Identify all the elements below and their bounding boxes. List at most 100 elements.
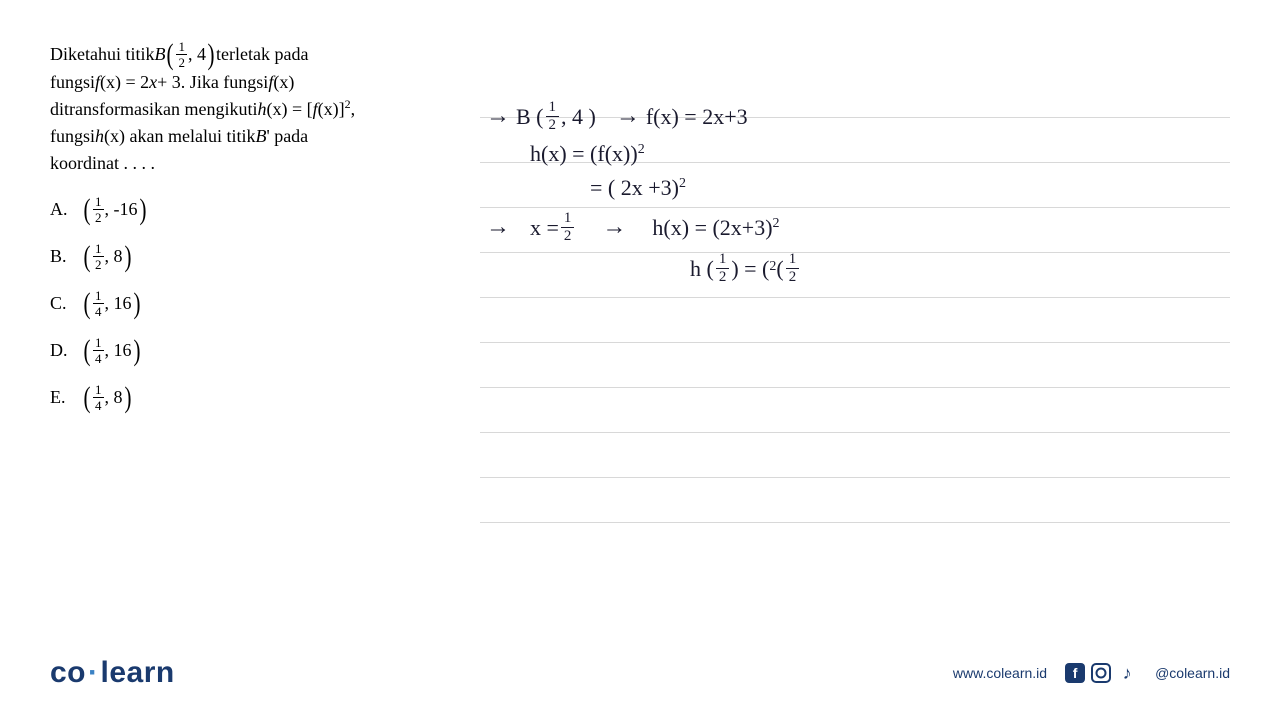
content-area: Diketahui titik B ( 1 2 , 4 ) terletak p… xyxy=(0,0,1280,430)
question-line-3: ditransformasikan mengikuti h (x) = [ f … xyxy=(50,96,460,123)
question-line-1: Diketahui titik B ( 1 2 , 4 ) terletak p… xyxy=(50,40,460,69)
q3-sup: 2 xyxy=(345,95,351,113)
question-line-2: fungsi f (x) = 2 x + 3. Jika fungsi f (x… xyxy=(50,69,460,96)
arrow-icon: → xyxy=(616,103,640,130)
option-e-label: E. xyxy=(50,387,82,408)
option-a-expr: ( 1 2 , -16 ) xyxy=(82,195,148,224)
logo-learn: learn xyxy=(101,656,175,689)
instagram-icon[interactable] xyxy=(1091,663,1111,683)
arrow-icon: → xyxy=(486,103,510,130)
q3-a: ditransformasikan mengikuti xyxy=(50,96,257,123)
q3-c: (x)] xyxy=(318,96,345,123)
option-a: A. ( 1 2 , -16 ) xyxy=(50,195,460,224)
option-b-label: B. xyxy=(50,246,82,267)
rule-line xyxy=(480,477,1230,522)
option-c-expr: ( 1 4 , 16 ) xyxy=(82,289,142,318)
option-b-expr: ( 1 2 , 8 ) xyxy=(82,242,133,271)
option-d: D. ( 1 4 , 16 ) xyxy=(50,336,460,365)
website-link[interactable]: www.colearn.id xyxy=(953,665,1047,681)
hw-line-3: = ( 2x +3) 2 xyxy=(480,175,1230,201)
q3-b: (x) = [ xyxy=(266,96,312,123)
hw-sup: 2 xyxy=(638,142,645,158)
hw-frac-1: 1 2 xyxy=(546,100,560,133)
q4-a: fungsi xyxy=(50,123,95,150)
hw-b: B ( xyxy=(516,104,544,130)
work-area: → B ( 1 2 , 4 ) → f(x) = 2x+3 h(x) = (f(… xyxy=(480,40,1230,430)
rule-line xyxy=(480,387,1230,432)
question-text: Diketahui titik B ( 1 2 , 4 ) terletak p… xyxy=(50,40,460,177)
q5: koordinat . . . . xyxy=(50,150,155,177)
q1-frac: 1 2 xyxy=(176,40,187,69)
footer: co·learn www.colearn.id f ♪ @colearn.id xyxy=(0,656,1280,690)
option-c-label: C. xyxy=(50,293,82,314)
q2-x: x xyxy=(149,69,157,96)
q2-d: (x) xyxy=(273,69,294,96)
q2-a: fungsi xyxy=(50,69,95,96)
hw-line-5: h ( 1 2 ) = ( 2 ( 1 2 xyxy=(480,252,1230,285)
q1-pre: Diketahui titik xyxy=(50,41,154,68)
rule-line xyxy=(480,297,1230,342)
tiktok-icon[interactable]: ♪ xyxy=(1117,663,1137,683)
hw-line-2: h(x) = (f(x)) 2 xyxy=(480,141,1230,167)
hw-h: h ( xyxy=(690,256,714,282)
arrow-icon: → xyxy=(602,214,626,241)
hw-fx: f(x) = 2x+3 xyxy=(646,104,748,130)
logo: co·learn xyxy=(50,656,175,690)
rparen: ) xyxy=(207,45,214,65)
options-list: A. ( 1 2 , -16 ) B. ( 1 2 xyxy=(50,195,460,412)
hw-x: x = xyxy=(530,215,559,241)
hw-post: , 4 ) xyxy=(561,104,596,130)
hw-eq: = ( 2x +3) xyxy=(590,175,679,201)
hw-two: 2 xyxy=(769,259,776,275)
lparen-icon: ( xyxy=(84,200,91,220)
hw-line-4: → x = 1 2 → h(x) = (2x+3) 2 xyxy=(480,211,1230,244)
question-column: Diketahui titik B ( 1 2 , 4 ) terletak p… xyxy=(50,40,460,430)
q1-val: , 4 xyxy=(188,41,206,68)
hw-hx2: h(x) = (2x+3) xyxy=(652,215,772,241)
q1-frac-num: 1 xyxy=(176,40,187,55)
rule-line xyxy=(480,522,1230,567)
option-d-label: D. xyxy=(50,340,82,361)
handwriting: → B ( 1 2 , 4 ) → f(x) = 2x+3 h(x) = (f(… xyxy=(480,100,1230,285)
hw-p: ( xyxy=(776,256,783,282)
q4-c: ' pada xyxy=(266,123,308,150)
question-line-5: koordinat . . . . xyxy=(50,150,460,177)
q3-comma: , xyxy=(351,96,356,123)
hw-frac-3: 1 2 xyxy=(716,252,730,285)
social-icons: f ♪ xyxy=(1065,663,1137,683)
option-a-frac: 1 2 xyxy=(93,195,104,224)
option-e: E. ( 1 4 , 8 ) xyxy=(50,383,460,412)
arrow-icon: → xyxy=(486,214,510,241)
option-d-expr: ( 1 4 , 16 ) xyxy=(82,336,142,365)
question-line-4: fungsi h (x) akan melalui titik B ' pada xyxy=(50,123,460,150)
rparen-icon: ) xyxy=(139,200,146,220)
hw-line-1: → B ( 1 2 , 4 ) → f(x) = 2x+3 xyxy=(480,100,1230,133)
q1-post: terletak pada xyxy=(216,41,308,68)
q1-frac-den: 2 xyxy=(176,55,187,69)
logo-dot-icon: · xyxy=(88,656,99,689)
q4-bb: B xyxy=(255,123,266,150)
q4-h: h xyxy=(95,123,104,150)
q1-paren: ( 1 2 , 4 ) xyxy=(165,40,216,69)
hw-frac-4: 1 2 xyxy=(786,252,800,285)
q2-c: + 3. Jika fungsi xyxy=(157,69,268,96)
q4-b: (x) akan melalui titik xyxy=(104,123,255,150)
q2-b: (x) = 2 xyxy=(100,69,149,96)
option-c: C. ( 1 4 , 16 ) xyxy=(50,289,460,318)
footer-right: www.colearn.id f ♪ @colearn.id xyxy=(953,663,1230,683)
hw-hx: h(x) = (f(x)) xyxy=(530,141,638,167)
hw-frac-2: 1 2 xyxy=(561,211,575,244)
option-b: B. ( 1 2 , 8 ) xyxy=(50,242,460,271)
q3-h: h xyxy=(257,96,266,123)
q1-b: B xyxy=(154,41,165,68)
hw-sup: 2 xyxy=(773,216,780,232)
social-handle: @colearn.id xyxy=(1155,665,1230,681)
rule-line xyxy=(480,432,1230,477)
facebook-icon[interactable]: f xyxy=(1065,663,1085,683)
hw-mid: ) = ( xyxy=(731,256,769,282)
hw-sup: 2 xyxy=(679,176,686,192)
option-a-label: A. xyxy=(50,199,82,220)
lparen: ( xyxy=(167,45,174,65)
logo-co: co xyxy=(50,656,86,689)
rule-line xyxy=(480,342,1230,387)
